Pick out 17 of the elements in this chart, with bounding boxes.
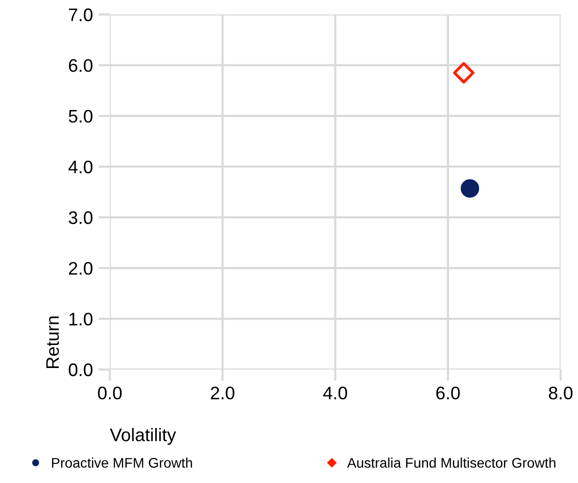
y-tick-label: 4.0 (68, 160, 92, 174)
x-axis-title: Volatility (110, 428, 176, 445)
y-tick-label: 7.0 (68, 8, 92, 22)
legend-label: Australia Fund Multisector Growth (347, 458, 556, 468)
y-tick-label: 5.0 (68, 110, 92, 123)
y-tick-label: 2.0 (68, 262, 92, 275)
x-tick-label: 4.0 (323, 386, 348, 400)
y-tick-label: 6.0 (68, 59, 92, 72)
x-tick-label: 8.0 (548, 386, 573, 400)
x-tick-label: 2.0 (210, 386, 234, 400)
y-tick-label: 0.0 (68, 363, 92, 376)
x-tick-label: 0.0 (98, 386, 122, 400)
x-tick-label: 6.0 (436, 386, 460, 400)
legend-label: Proactive MFM Growth (52, 458, 192, 468)
y-tick-label: 3.0 (68, 211, 92, 224)
y-axis-title: Return (46, 316, 59, 368)
y-tick-label: 1.0 (69, 312, 92, 326)
